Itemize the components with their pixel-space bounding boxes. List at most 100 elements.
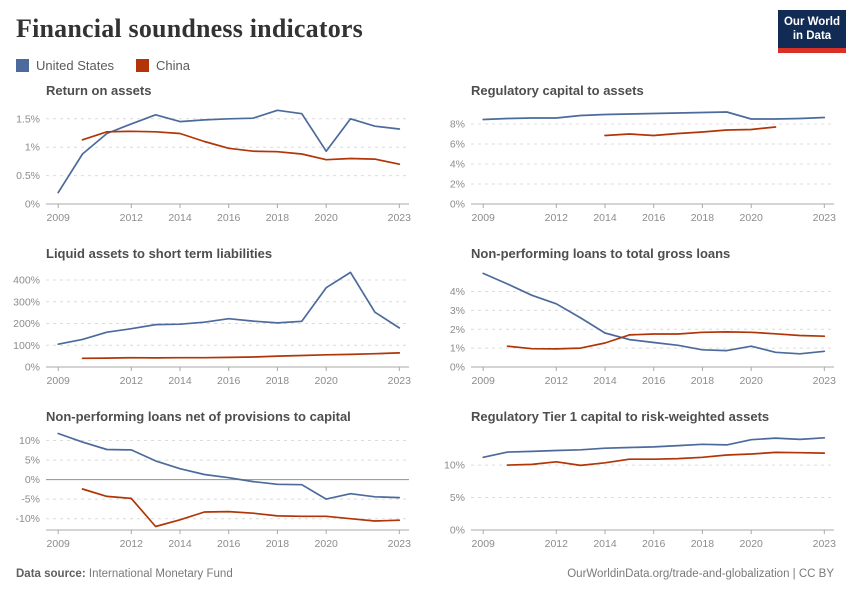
svg-text:2018: 2018 (691, 375, 715, 387)
svg-text:2020: 2020 (740, 538, 764, 550)
svg-text:2018: 2018 (266, 375, 290, 387)
svg-text:0.5%: 0.5% (16, 170, 40, 182)
svg-text:2016: 2016 (217, 212, 241, 224)
svg-text:2012: 2012 (120, 212, 144, 224)
svg-text:5%: 5% (450, 492, 465, 504)
svg-text:2014: 2014 (593, 212, 617, 224)
svg-text:100%: 100% (13, 340, 40, 352)
chart-title: Non-performing loans to total gross loan… (471, 246, 731, 261)
page-title: Financial soundness indicators (16, 14, 363, 43)
data-source-value: International Monetary Fund (88, 568, 233, 580)
owid-logo-line1: Our World (783, 16, 840, 28)
svg-text:8%: 8% (450, 119, 465, 131)
svg-text:2012: 2012 (120, 375, 144, 387)
header: Financial soundness indicators (0, 0, 850, 44)
svg-text:2014: 2014 (593, 538, 617, 550)
svg-text:0%: 0% (25, 362, 40, 374)
chart-return-on-assets: Return on assets 0% 0.5% 1% 1.5% 2009 2012 201… (12, 81, 413, 232)
svg-text:2009: 2009 (472, 212, 496, 224)
svg-text:0%: 0% (450, 362, 465, 374)
chart-npl-net-provisions: Non-performing loans net of provisions t… (12, 407, 413, 558)
svg-text:0%: 0% (25, 199, 40, 211)
svg-text:2014: 2014 (168, 538, 192, 550)
svg-text:2020: 2020 (315, 538, 339, 550)
svg-text:2023: 2023 (813, 538, 837, 550)
owid-logo: Our World in Data (778, 10, 846, 53)
svg-text:1.5%: 1.5% (16, 113, 40, 125)
svg-text:2%: 2% (450, 324, 465, 336)
svg-text:-5%: -5% (21, 494, 40, 506)
svg-text:2009: 2009 (47, 375, 71, 387)
svg-text:3%: 3% (450, 305, 465, 317)
svg-text:0%: 0% (25, 474, 40, 486)
attribution: OurWorldinData.org/trade-and-globalizati… (567, 568, 834, 580)
legend-label-china: China (156, 58, 191, 73)
svg-text:2012: 2012 (545, 212, 569, 224)
svg-text:2018: 2018 (266, 538, 290, 550)
chart-npl-gross-loans: Non-performing loans to total gross loan… (437, 244, 838, 395)
chart-title: Regulatory Tier 1 capital to risk-weight… (471, 409, 770, 424)
svg-text:2009: 2009 (47, 538, 71, 550)
svg-text:2020: 2020 (740, 375, 764, 387)
legend-item-china: China (136, 58, 190, 73)
svg-text:2012: 2012 (545, 538, 569, 550)
svg-text:2020: 2020 (315, 375, 339, 387)
svg-text:2023: 2023 (388, 212, 412, 224)
svg-text:2%: 2% (450, 179, 465, 191)
svg-text:2018: 2018 (691, 538, 715, 550)
svg-text:2023: 2023 (388, 538, 412, 550)
svg-text:2018: 2018 (691, 212, 715, 224)
chart-regulatory-capital-to-assets: Regulatory capital to assets 0% 2% 4% 6% 8% 2… (437, 81, 838, 232)
svg-text:10%: 10% (19, 435, 40, 447)
svg-text:2014: 2014 (593, 375, 617, 387)
svg-text:2012: 2012 (545, 375, 569, 387)
svg-text:2020: 2020 (315, 212, 339, 224)
svg-text:-10%: -10% (15, 513, 40, 525)
svg-text:2020: 2020 (740, 212, 764, 224)
svg-text:0%: 0% (450, 199, 465, 211)
svg-text:2016: 2016 (642, 212, 666, 224)
svg-text:0%: 0% (450, 525, 465, 537)
data-source: Data source: International Monetary Fund (16, 568, 233, 580)
svg-text:2012: 2012 (120, 538, 144, 550)
svg-text:1%: 1% (25, 142, 40, 154)
svg-text:2014: 2014 (168, 212, 192, 224)
svg-text:1%: 1% (450, 343, 465, 355)
chart-canvas: 0% 5% 10% 2009 2012 2014 2016 2018 2020 2023 (444, 436, 837, 550)
svg-text:4%: 4% (450, 159, 465, 171)
footer: Data source: International Monetary Fund… (0, 558, 850, 580)
chart-title: Return on assets (46, 83, 152, 98)
svg-text:6%: 6% (450, 139, 465, 151)
chart-title: Liquid assets to short term liabilities (46, 246, 273, 261)
charts-grid: Return on assets 0% 0.5% 1% 1.5% 2009 2012 201… (0, 77, 850, 558)
owid-logo-line2: in Data (792, 29, 832, 42)
legend-item-united-states: United States (16, 58, 114, 73)
chart-tier1-capital: Regulatory Tier 1 capital to risk-weight… (437, 407, 838, 558)
svg-text:2009: 2009 (472, 375, 496, 387)
svg-text:2016: 2016 (642, 375, 666, 387)
legend-swatch-china (136, 59, 150, 72)
chart-canvas: 0% 2% 4% 6% 8% 2009 2012 2014 2016 2018 2020 2023 (450, 111, 837, 224)
legend-swatch-united-states (16, 59, 29, 72)
svg-text:2018: 2018 (266, 212, 290, 224)
svg-text:2014: 2014 (168, 375, 192, 387)
svg-text:2009: 2009 (47, 212, 71, 224)
svg-text:5%: 5% (25, 455, 40, 467)
svg-text:400%: 400% (13, 275, 40, 287)
chart-canvas: -10% -5% 0% 5% 10% 2009 2012 2014 2016 2018 2020 20… (15, 432, 412, 550)
legend: United States China (0, 44, 850, 77)
chart-liquid-assets: Liquid assets to short term liabilities … (12, 244, 413, 395)
svg-text:200%: 200% (13, 318, 40, 330)
chart-canvas: 0% 1% 2% 3% 4% 2009 2012 2014 2016 2018 2020 2023 (450, 272, 837, 387)
svg-text:2016: 2016 (217, 375, 241, 387)
chart-title: Non-performing loans net of provisions t… (46, 409, 351, 424)
chart-canvas: 0% 100% 200% 300% 400% 2009 2012 2014 2016 2018 20… (13, 271, 411, 387)
svg-text:2023: 2023 (813, 212, 837, 224)
legend-label-united-states: United States (36, 58, 115, 73)
svg-text:4%: 4% (450, 286, 465, 298)
svg-text:2023: 2023 (813, 375, 837, 387)
chart-canvas: 0% 0.5% 1% 1.5% 2009 2012 2014 2016 2018 2020 2023 (16, 109, 412, 224)
svg-text:10%: 10% (444, 460, 465, 472)
svg-text:300%: 300% (13, 296, 40, 308)
chart-title: Regulatory capital to assets (471, 83, 644, 98)
